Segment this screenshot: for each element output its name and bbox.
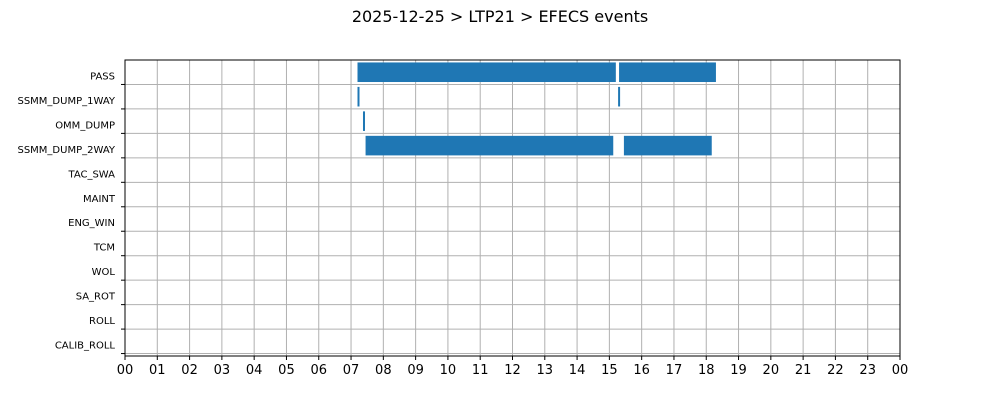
x-tick-label: 10 (440, 363, 457, 378)
x-tick-label: 19 (730, 363, 747, 378)
event-bar (357, 62, 616, 83)
x-tick-label: 13 (537, 363, 554, 378)
x-tick-label: 22 (827, 363, 844, 378)
y-tick-label: TAC_SWA (67, 169, 115, 180)
x-tick-label: 12 (504, 363, 521, 378)
x-tick-label: 05 (278, 363, 295, 378)
y-tick-label: OMM_DUMP (55, 120, 115, 131)
x-tick-label: 08 (375, 363, 392, 378)
x-tick-label: 02 (181, 363, 198, 378)
x-tick-label: 03 (214, 363, 231, 378)
event-bar (618, 86, 621, 107)
x-tick-label: 00 (117, 363, 134, 378)
x-tick-label: 17 (666, 363, 683, 378)
x-tick-label: 14 (569, 363, 586, 378)
y-tick-label: SA_ROT (76, 292, 116, 303)
x-tick-label: 11 (472, 363, 489, 378)
y-tick-label: WOL (92, 267, 116, 278)
x-tick-label: 00 (892, 363, 909, 378)
y-tick-label: TCM (93, 243, 115, 254)
event-bar (362, 111, 365, 131)
x-tick-label: 01 (149, 363, 166, 378)
chart-title: 2025-12-25 > LTP21 > EFECS events (352, 7, 648, 26)
x-tick-label: 21 (795, 363, 812, 378)
y-tick-label: SSMM_DUMP_1WAY (17, 96, 115, 107)
x-tick-label: 06 (310, 363, 327, 378)
event-bar (623, 135, 712, 156)
y-tick-label: SSMM_DUMP_2WAY (17, 145, 115, 156)
y-tick-label: ENG_WIN (68, 218, 115, 229)
y-tick-label: ROLL (89, 316, 115, 327)
y-tick-label: CALIB_ROLL (55, 341, 116, 352)
event-bar (357, 86, 360, 107)
x-tick-label: 07 (343, 363, 360, 378)
event-bar (365, 135, 614, 156)
x-tick-label: 09 (407, 363, 424, 378)
x-tick-label: 18 (698, 363, 715, 378)
grid (125, 60, 900, 356)
y-tick-label: PASS (90, 71, 115, 82)
bars (357, 62, 716, 156)
x-tick-label: 15 (601, 363, 618, 378)
x-tick-label: 23 (859, 363, 876, 378)
event-bar (619, 62, 716, 83)
x-tick-label: 20 (763, 363, 780, 378)
plot-frame (124, 59, 901, 357)
axes: 00 01 02 03 04 05 06 07 08 09 10 11 12 13 14 15 16 17 18 19… (17, 59, 909, 378)
y-tick-label: MAINT (83, 194, 116, 205)
x-tick-label: 16 (633, 363, 650, 378)
x-tick-label: 04 (246, 363, 263, 378)
